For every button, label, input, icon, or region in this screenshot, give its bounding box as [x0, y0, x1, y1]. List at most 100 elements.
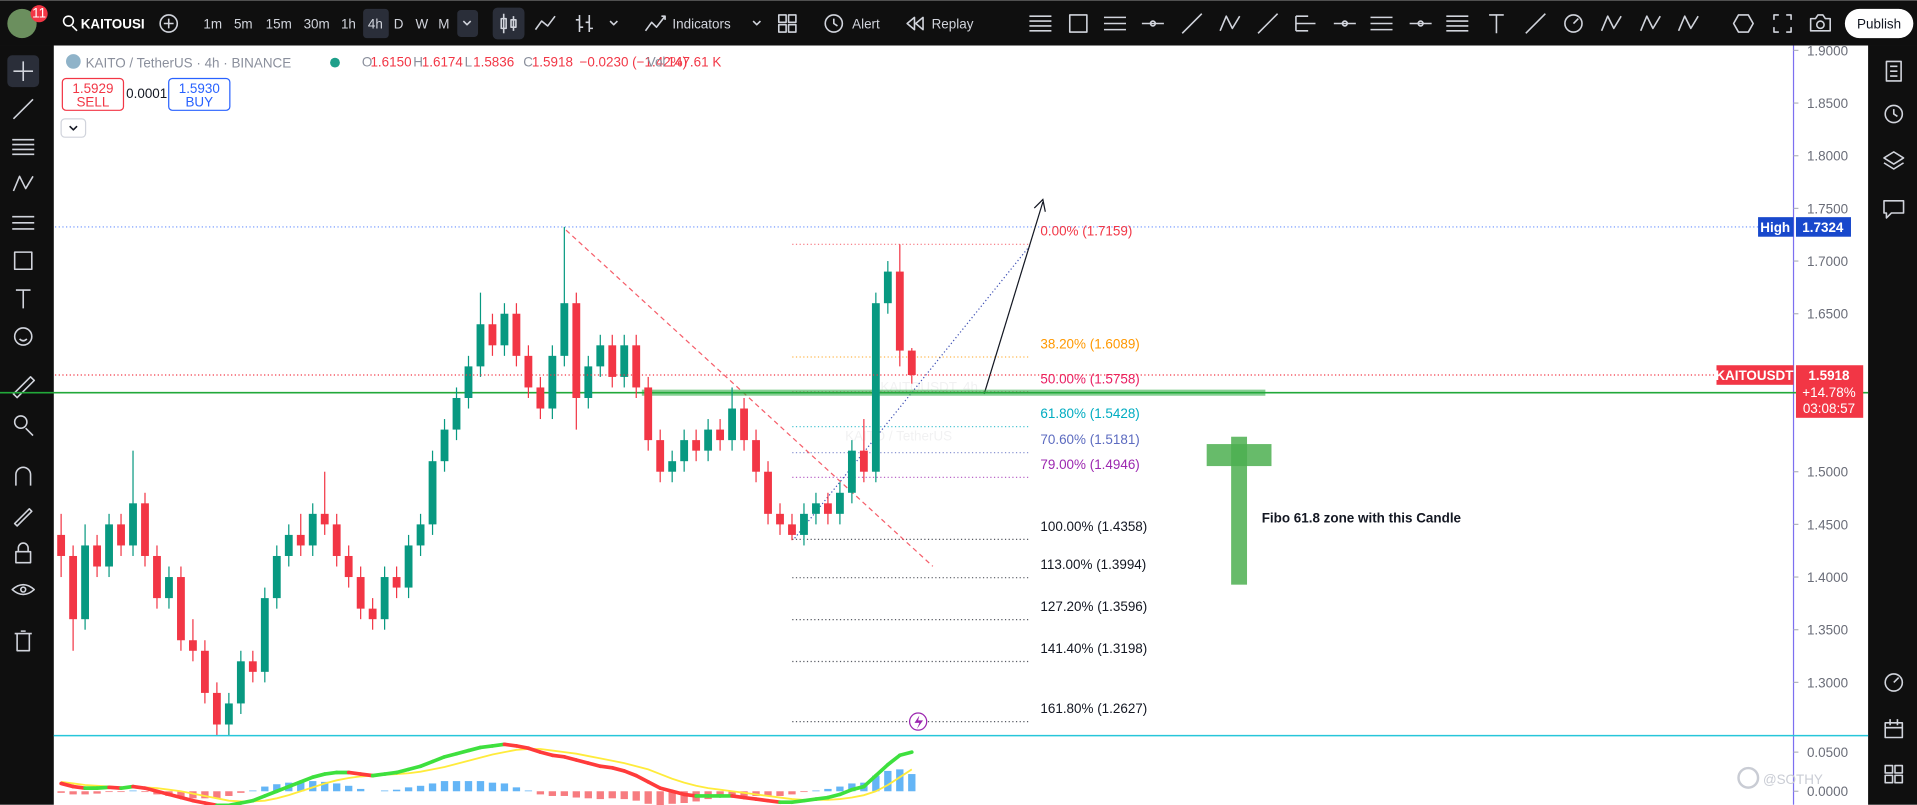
alert-icon[interactable]	[824, 14, 844, 33]
interval-button[interactable]: 1m	[203, 16, 222, 31]
trend-icon[interactable]	[1525, 13, 1546, 34]
fib-label: 79.00% (1.4946)	[1040, 457, 1139, 472]
interval-button[interactable]: 1h	[341, 16, 356, 31]
chat-icon[interactable]	[1883, 199, 1905, 219]
candle-body	[452, 397, 461, 430]
histogram-bar	[225, 791, 233, 796]
fast-line-segment	[646, 780, 663, 790]
interval-button[interactable]: 5m	[234, 16, 253, 31]
eye-icon[interactable]	[11, 583, 36, 596]
pattern-icon[interactable]	[1219, 15, 1241, 32]
indic-icon[interactable]	[644, 15, 666, 32]
candle-body	[895, 271, 904, 351]
sell-button[interactable]	[61, 77, 125, 111]
pattern-icon[interactable]	[1677, 15, 1699, 32]
indicators-button[interactable]: Indicators	[672, 16, 731, 31]
buy-button[interactable]	[168, 77, 231, 111]
interval-button[interactable]: W	[415, 16, 428, 31]
lines-icon[interactable]	[12, 215, 35, 230]
fast-line-segment	[358, 772, 375, 778]
rect-icon[interactable]	[1068, 14, 1088, 33]
candle-body	[105, 524, 113, 567]
chev-icon[interactable]	[752, 20, 762, 26]
plus-icon[interactable]	[159, 14, 179, 33]
interval-button[interactable]: M	[438, 16, 449, 31]
layers-icon[interactable]	[1883, 151, 1905, 170]
interval-button[interactable]: 30m	[304, 16, 330, 31]
candle-body	[308, 513, 317, 546]
alert-button[interactable]: Alert	[852, 16, 880, 31]
zoom-icon[interactable]	[13, 415, 34, 437]
rect-icon[interactable]	[13, 251, 33, 271]
fast-line-segment	[490, 742, 507, 748]
avatar[interactable]	[7, 8, 37, 39]
trend-icon[interactable]	[12, 98, 34, 120]
fork-icon[interactable]	[1295, 15, 1316, 32]
candle-body	[165, 577, 173, 599]
ruler-icon[interactable]	[12, 376, 36, 399]
pattern-icon[interactable]	[12, 175, 34, 192]
fast-line-segment	[850, 784, 866, 792]
magnet-icon[interactable]	[15, 466, 32, 486]
text-icon[interactable]	[15, 289, 31, 309]
pattern-icon[interactable]	[1639, 15, 1661, 32]
sell-price[interactable]: 1.5929	[72, 81, 113, 96]
interval-button[interactable]: 4h	[368, 16, 383, 31]
alert-icon[interactable]	[1884, 104, 1904, 124]
camera-icon[interactable]	[1809, 14, 1831, 32]
histogram-bar	[908, 774, 916, 792]
full-icon[interactable]	[1773, 14, 1792, 33]
cross-icon[interactable]	[13, 61, 34, 81]
legend-collapse[interactable]	[60, 118, 87, 138]
buy-label[interactable]: BUY	[185, 95, 213, 110]
lines-icon[interactable]	[1370, 16, 1393, 31]
publish-label[interactable]: Publish	[1857, 16, 1901, 31]
publish-button[interactable]	[1844, 8, 1914, 39]
histogram-bar	[141, 791, 149, 793]
high-label-bg	[1758, 217, 1794, 237]
sell-label[interactable]: SELL	[76, 95, 109, 110]
replay-button[interactable]: Replay	[932, 16, 974, 31]
pattern-icon[interactable]	[1600, 15, 1622, 32]
trend-icon[interactable]	[1257, 13, 1279, 34]
buy-price[interactable]: 1.5930	[179, 81, 220, 96]
grid-icon[interactable]	[777, 14, 797, 33]
chev-icon[interactable]	[462, 20, 472, 26]
fib-icon[interactable]	[1446, 15, 1469, 32]
lock-icon[interactable]	[15, 542, 32, 564]
y-tick-label: 1.5000	[1807, 465, 1848, 480]
fib-icon[interactable]	[12, 138, 35, 156]
candle-body	[704, 429, 713, 451]
chev-icon[interactable]	[609, 20, 618, 26]
hline-icon[interactable]	[1333, 20, 1356, 27]
gauge-icon[interactable]	[1564, 14, 1583, 33]
fast-line-segment	[538, 750, 555, 758]
pencil-icon[interactable]	[13, 508, 33, 527]
hex-icon[interactable]	[1732, 14, 1754, 33]
gauge-icon[interactable]	[1884, 673, 1904, 692]
grid-icon[interactable]	[1884, 764, 1904, 784]
bars-icon[interactable]	[575, 14, 593, 33]
search-icon[interactable]	[62, 15, 78, 32]
line-icon[interactable]	[534, 15, 556, 31]
trash-icon[interactable]	[14, 630, 32, 652]
hline-icon[interactable]	[1409, 20, 1432, 27]
interval-button[interactable]: D	[394, 16, 404, 31]
text-icon[interactable]	[1489, 14, 1504, 34]
interval-button[interactable]: 15m	[266, 16, 292, 31]
fib-icon[interactable]	[1029, 15, 1052, 32]
news-icon[interactable]	[1885, 60, 1902, 82]
lines-icon[interactable]	[1103, 16, 1126, 31]
candle-body	[596, 345, 605, 367]
y-tick-label: 1.4500	[1807, 517, 1848, 532]
cal-icon[interactable]	[1884, 719, 1904, 739]
trend-icon[interactable]	[1181, 13, 1203, 34]
candle-body	[380, 577, 389, 620]
symbol-search[interactable]: KAITOUSI	[81, 16, 145, 31]
candle-icon[interactable]	[500, 13, 517, 34]
chev-icon[interactable]	[69, 125, 78, 131]
hline-icon[interactable]	[1141, 20, 1164, 27]
smile-icon[interactable]	[13, 327, 33, 346]
replay-icon[interactable]	[906, 16, 924, 31]
